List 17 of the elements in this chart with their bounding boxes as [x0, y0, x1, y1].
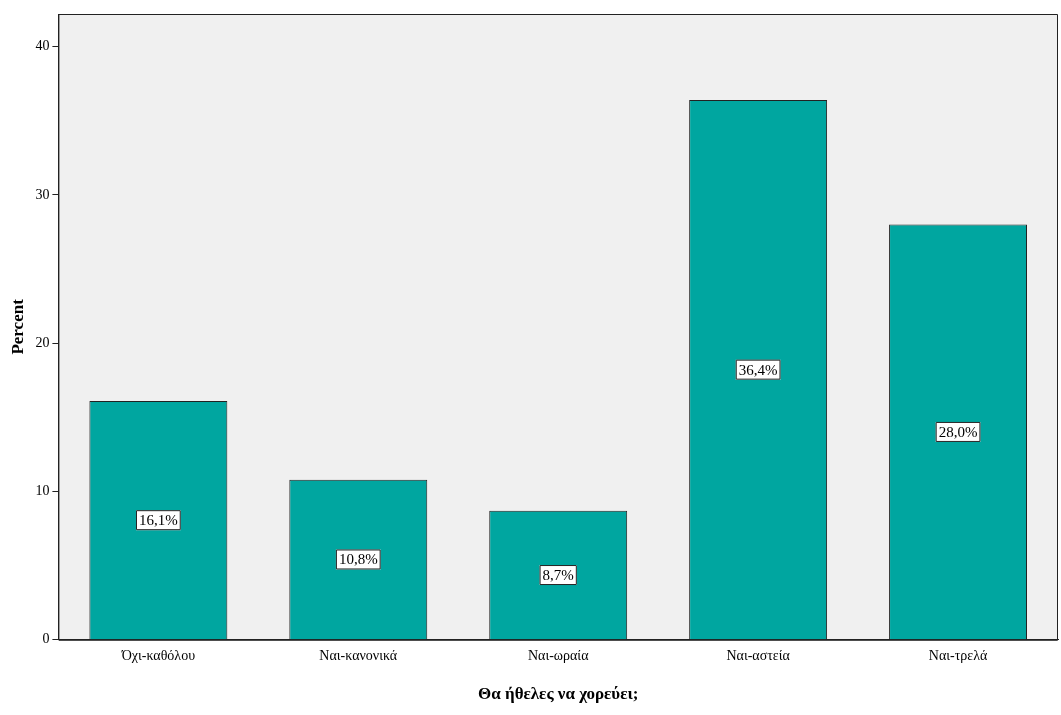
y-tick-label: 10 [35, 483, 50, 499]
x-tick-label: Όχι-καθόλου [120, 647, 196, 663]
data-label: 28,0% [938, 423, 978, 440]
data-label: 10,8% [338, 551, 378, 568]
y-tick-label: 30 [35, 186, 50, 202]
y-tick-label: 40 [35, 38, 50, 54]
data-label: 16,1% [138, 512, 178, 529]
data-label: 36,4% [738, 361, 778, 378]
x-axis-title: Θα ήθελες να χορεύει; [478, 684, 639, 704]
x-tick-label: Ναι-ωραία [527, 647, 590, 663]
y-tick-label: 0 [42, 631, 50, 647]
y-axis-title: Percent [7, 298, 27, 355]
y-tick-label: 20 [35, 334, 50, 350]
x-tick-label: Ναι-αστεία [726, 647, 791, 663]
x-tick-label: Ναι-τρελά [928, 647, 988, 663]
data-label: 8,7% [542, 566, 574, 583]
x-tick-label: Ναι-κανονικά [319, 647, 398, 663]
